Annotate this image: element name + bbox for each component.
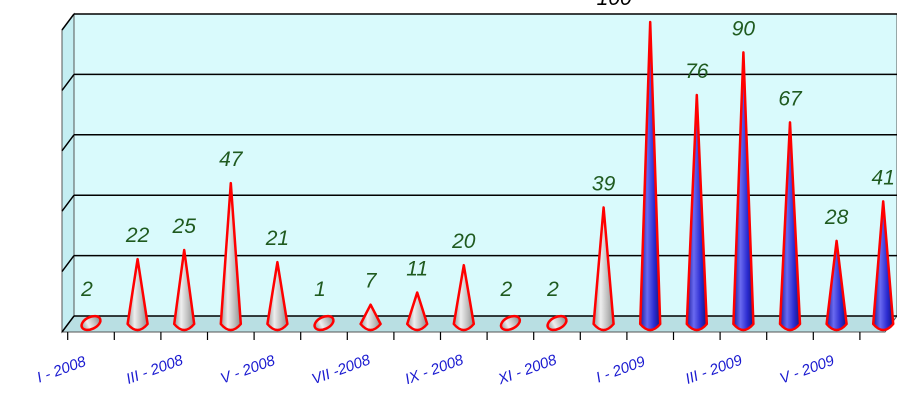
value-label: 11	[406, 258, 428, 281]
x-tick-label: XI - 2008	[495, 351, 560, 388]
value-label: 22	[125, 224, 150, 247]
value-label: 21	[265, 227, 289, 250]
value-label: 20	[451, 230, 476, 253]
x-tick-label: III - 2008	[124, 351, 186, 387]
cone-bar	[359, 303, 382, 332]
cone-bar	[266, 260, 289, 332]
gridline	[61, 254, 897, 273]
cone-bar	[499, 314, 522, 332]
value-label: 100	[597, 0, 632, 10]
x-tick-label: V - 2009	[778, 352, 838, 388]
cone-bar	[452, 263, 476, 332]
value-label: 90	[732, 17, 756, 40]
gridline	[61, 73, 897, 91]
x-tick-label: I - 2008	[35, 353, 89, 387]
cone-bar	[313, 314, 335, 332]
cone-bar	[778, 121, 802, 332]
cone-bar	[80, 314, 102, 332]
value-label: 2	[500, 278, 513, 301]
gridline	[61, 134, 897, 152]
side-wall	[61, 12, 75, 334]
value-label: 7	[365, 270, 378, 293]
x-tick-label: III - 2009	[683, 351, 745, 387]
cone-bar	[546, 314, 568, 332]
back-wall	[73, 13, 897, 317]
x-tick-label: V - 2008	[218, 352, 278, 388]
value-label: 39	[592, 172, 616, 195]
value-label: 47	[219, 148, 244, 171]
value-label: 67	[778, 87, 803, 110]
cone-bar	[825, 239, 848, 332]
gridline	[61, 194, 897, 212]
x-axis-labels: I - 2008 III - 2008 V - 2008 VII -2008 IX - …	[35, 351, 838, 388]
cone-bar	[638, 20, 662, 332]
cone-bar	[172, 248, 196, 332]
gridline	[61, 13, 897, 31]
gridline	[61, 315, 897, 333]
x-tick-label: I - 2009	[594, 353, 648, 387]
value-labels: 22225472117112022391007690672841	[80, 0, 895, 301]
x-axis-ticks	[67, 332, 861, 340]
value-label: 2	[80, 278, 93, 301]
cone-bar	[405, 291, 429, 332]
cone-bar	[871, 200, 895, 332]
x-tick-label: IX - 2008	[403, 351, 467, 388]
value-label: 25	[172, 215, 197, 238]
value-label: 2	[546, 278, 559, 301]
value-label: 1	[314, 278, 326, 301]
cone-bar	[685, 93, 709, 332]
cone-bar	[219, 181, 243, 332]
x-tick-label: VII -2008	[310, 351, 374, 388]
value-label: 28	[824, 206, 849, 229]
cone-bar	[592, 206, 615, 332]
value-label: 76	[685, 60, 709, 83]
value-label: 41	[872, 166, 895, 189]
gridlines	[61, 13, 897, 333]
cone-bar	[126, 257, 149, 332]
cone-bar	[732, 51, 755, 332]
data-cones	[80, 20, 895, 332]
